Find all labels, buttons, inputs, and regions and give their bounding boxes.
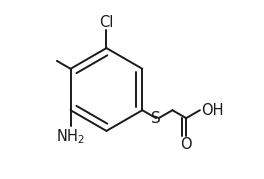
Text: NH$_2$: NH$_2$	[56, 127, 85, 146]
Text: Cl: Cl	[99, 14, 114, 30]
Text: O: O	[180, 137, 192, 152]
Text: S: S	[151, 111, 161, 126]
Text: OH: OH	[201, 103, 223, 118]
